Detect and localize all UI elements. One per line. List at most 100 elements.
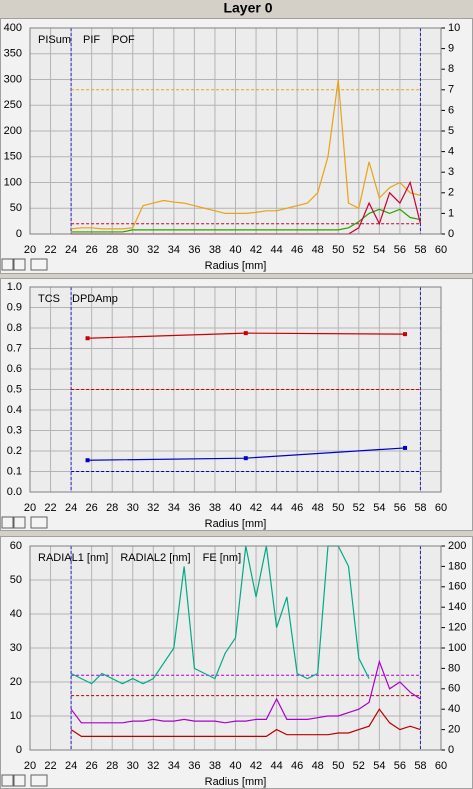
x-tick-label: 50	[332, 760, 344, 772]
x-tick-label: 28	[106, 244, 118, 256]
x-tick-label: 30	[127, 760, 139, 772]
toolbar-button[interactable]	[13, 774, 26, 787]
x-tick-label: 38	[209, 244, 221, 256]
y2-tick-label: 2	[448, 187, 454, 199]
y2-tick-label: 60	[448, 683, 460, 695]
x-tick-label: 34	[168, 502, 180, 514]
x-tick-label: 56	[394, 760, 406, 772]
x-tick-label: 60	[435, 502, 447, 514]
point-marker	[243, 456, 248, 461]
x-tick-label: 26	[86, 502, 98, 514]
y-tick-label: 0	[16, 228, 22, 240]
y-tick-label: 0.5	[7, 383, 22, 395]
y2-tick-label: 7	[448, 84, 454, 96]
y2-tick-label: 100	[448, 642, 466, 654]
y-tick-label: 20	[10, 676, 22, 688]
y-tick-label: 0.1	[7, 465, 22, 477]
x-tick-label: 36	[188, 502, 200, 514]
y2-tick-label: 5	[448, 125, 454, 137]
plot-border	[29, 545, 442, 751]
y2-tick-label: 40	[448, 703, 460, 715]
x-tick-label: 36	[188, 244, 200, 256]
legend-entry: TCS	[38, 293, 60, 305]
x-tick-label: 60	[435, 760, 447, 772]
x-tick-label: 44	[270, 760, 282, 772]
y-tick-label: 0	[16, 744, 22, 756]
y-tick-label: 0.8	[7, 322, 22, 334]
x-tick-label: 52	[353, 244, 365, 256]
y2-tick-label: 4	[448, 146, 454, 158]
y-tick-label: 150	[4, 151, 22, 163]
x-tick-label: 20	[24, 244, 36, 256]
x-tick-label: 36	[188, 760, 200, 772]
y2-tick-label: 180	[448, 560, 466, 572]
x-tick-label: 20	[24, 502, 36, 514]
y-tick-label: 300	[4, 73, 22, 85]
toolbar-button[interactable]	[13, 516, 26, 529]
point-marker	[85, 458, 90, 463]
toolbar-button[interactable]	[1, 516, 14, 529]
x-tick-label: 40	[229, 244, 241, 256]
point-marker	[403, 445, 408, 450]
x-tick-label: 24	[65, 244, 77, 256]
plot-border	[29, 27, 442, 235]
x-axis-label: Radius [mm]	[205, 260, 267, 272]
y2-tick-label: 0	[448, 744, 454, 756]
y-tick-label: 50	[10, 202, 22, 214]
y2-tick-label: 3	[448, 166, 454, 178]
y-tick-label: 10	[10, 710, 22, 722]
y2-tick-label: 20	[448, 724, 460, 736]
x-tick-label: 50	[332, 502, 344, 514]
y2-tick-label: 160	[448, 581, 466, 593]
y2-tick-label: 9	[448, 43, 454, 55]
y-tick-label: 0.9	[7, 301, 22, 313]
toolbar-button[interactable]	[30, 516, 48, 529]
x-tick-label: 42	[250, 760, 262, 772]
y2-tick-label: 200	[448, 540, 466, 552]
y-tick-label: 0.2	[7, 445, 22, 457]
y-tick-label: 200	[4, 125, 22, 137]
y2-tick-label: 8	[448, 63, 454, 75]
y-tick-label: 1.0	[7, 281, 22, 293]
x-tick-label: 54	[373, 760, 385, 772]
x-tick-label: 20	[24, 760, 36, 772]
y-tick-label: 0.3	[7, 424, 22, 436]
legend-entry: PISum	[38, 34, 71, 46]
x-tick-label: 56	[394, 244, 406, 256]
point-marker	[243, 331, 248, 336]
legend-entry: FE [nm]	[203, 552, 242, 564]
x-tick-label: 58	[414, 244, 426, 256]
y2-tick-label: 6	[448, 104, 454, 116]
legend-entry: RADIAL1 [nm]	[38, 552, 108, 564]
x-tick-label: 58	[414, 760, 426, 772]
toolbar-button[interactable]	[30, 258, 48, 271]
x-tick-label: 32	[147, 760, 159, 772]
x-tick-label: 26	[86, 760, 98, 772]
x-tick-label: 52	[353, 502, 365, 514]
x-tick-label: 24	[65, 502, 77, 514]
series-line	[71, 79, 421, 230]
toolbar-button[interactable]	[30, 774, 48, 787]
toolbar-button[interactable]	[1, 258, 14, 271]
series-line	[70, 708, 421, 737]
y-tick-label: 0.6	[7, 363, 22, 375]
x-axis-label: Radius [mm]	[205, 776, 267, 788]
toolbar-button[interactable]	[1, 774, 14, 787]
x-tick-label: 22	[44, 502, 56, 514]
legend-entry: DPDAmp	[72, 293, 118, 305]
y-tick-label: 400	[4, 22, 22, 34]
toolbar-button[interactable]	[13, 258, 26, 271]
x-tick-label: 34	[168, 244, 180, 256]
x-tick-label: 54	[373, 502, 385, 514]
y-tick-label: 350	[4, 48, 22, 60]
y2-tick-label: 0	[448, 228, 454, 240]
y-tick-label: 0.0	[7, 486, 22, 498]
x-tick-label: 22	[44, 760, 56, 772]
x-tick-label: 56	[394, 502, 406, 514]
y2-tick-label: 80	[448, 662, 460, 674]
x-tick-label: 46	[291, 760, 303, 772]
y2-tick-label: 120	[448, 622, 466, 634]
y-tick-label: 100	[4, 176, 22, 188]
y-tick-label: 60	[10, 540, 22, 552]
